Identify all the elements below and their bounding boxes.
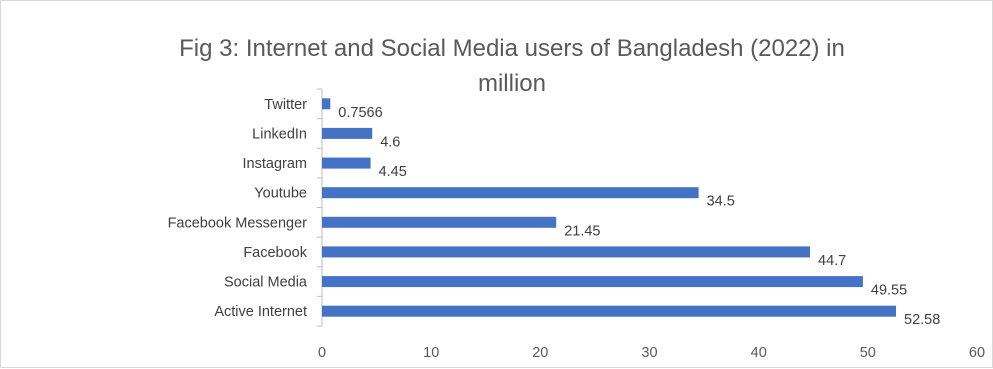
x-tick-label: 40 [751,345,767,361]
x-tick-label: 20 [532,345,548,361]
category-label: Facebook Messenger [168,215,308,231]
data-label: 44.7 [818,253,846,269]
chart-title-line-1: Fig 3: Internet and Social Media users o… [179,35,845,62]
bar [322,276,863,288]
bar [322,187,699,199]
bar [322,305,896,317]
x-tick-label: 0 [318,345,326,361]
bar [322,98,331,110]
bar [322,246,810,258]
data-label: 4.45 [379,164,407,180]
x-tick-label: 30 [641,345,657,361]
category-label: Instagram [243,156,307,172]
category-label: Youtube [254,186,307,202]
data-label: 49.55 [871,283,907,299]
data-label: 0.7566 [338,105,382,121]
category-label: Twitter [264,97,307,113]
bar [322,157,371,169]
data-label: 52.58 [904,312,940,328]
category-label: Facebook [243,245,307,261]
bar [322,216,557,228]
bar [322,127,373,139]
category-label: Active Internet [214,304,307,320]
data-label: 34.5 [707,194,735,210]
chart-title-line-2: million [478,70,546,97]
category-label: Social Media [224,275,308,291]
category-label: LinkedIn [252,126,307,142]
data-label: 4.6 [380,134,400,150]
data-label: 21.45 [564,223,600,239]
plot-area: Active Internet 52.58 Social Media 49.55 Fac… [168,88,985,361]
x-tick-label: 10 [423,345,439,361]
x-tick-label: 60 [969,345,985,361]
x-tick-label: 50 [860,345,876,361]
